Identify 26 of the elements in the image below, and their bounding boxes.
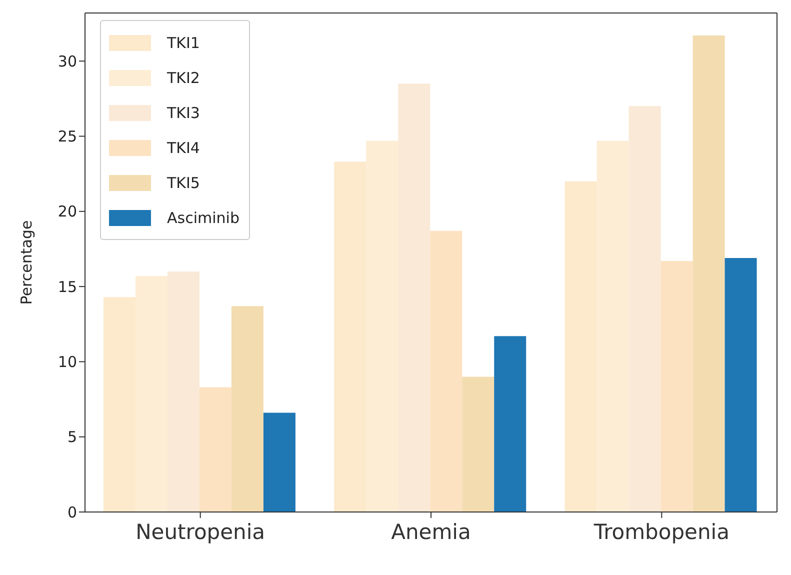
y-tick-label: 15	[58, 278, 77, 296]
bar	[462, 376, 494, 512]
bar	[724, 258, 757, 512]
y-tick-label: 5	[67, 428, 77, 446]
legend-label: TKI2	[167, 68, 200, 86]
y-axis-title: Percentage	[17, 220, 36, 305]
bar	[660, 260, 693, 512]
bar	[692, 36, 725, 512]
legend-label: Asciminib	[167, 208, 240, 226]
legend-label: TKI1	[167, 34, 200, 52]
y-tick-label: 20	[58, 202, 77, 221]
x-tick-label: Anemia	[391, 520, 471, 544]
x-tick-label: Trombopenia	[592, 520, 730, 544]
x-tick-label: Neutropenia	[136, 520, 266, 544]
bar	[231, 306, 264, 512]
y-tick-label: 0	[67, 503, 77, 522]
legend-label: TKI3	[167, 104, 200, 122]
legend-label: TKI5	[167, 174, 200, 192]
bar	[494, 336, 526, 512]
y-tick-label: 10	[58, 353, 77, 372]
bar	[430, 230, 462, 512]
bar	[199, 387, 232, 512]
bar	[263, 412, 296, 512]
legend-label: TKI4	[167, 138, 200, 156]
y-tick-label: 25	[58, 128, 77, 146]
y-tick-label: 30	[58, 52, 77, 70]
